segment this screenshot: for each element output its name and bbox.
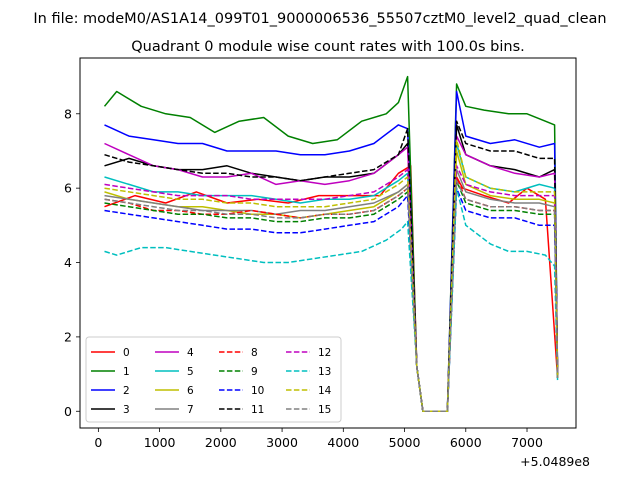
legend-box xyxy=(85,336,342,423)
y-axis: 0 2 4 6 8 xyxy=(64,106,80,419)
legend-label-14: 14 xyxy=(318,385,332,397)
series-line-14 xyxy=(104,139,559,413)
y-tick-label: 0 xyxy=(64,404,72,419)
legend-label-4: 4 xyxy=(187,347,194,359)
x-tick-label: 2000 xyxy=(205,435,237,450)
x-tick-label: 5000 xyxy=(389,435,421,450)
plot-area: 0 1000 2000 3000 4000 5000 6000 7000 0 2 4 6 8 xyxy=(64,57,577,450)
series-line-0 xyxy=(104,165,559,413)
legend-label-7: 7 xyxy=(187,404,194,416)
x-axis: 0 1000 2000 3000 4000 5000 6000 7000 xyxy=(94,428,543,450)
series-line-13 xyxy=(104,187,559,413)
x-tick-label: 0 xyxy=(94,435,102,450)
series-line-12 xyxy=(104,165,559,413)
x-tick-label: 1000 xyxy=(144,435,176,450)
legend-label-8: 8 xyxy=(251,347,258,359)
series-line-10 xyxy=(104,187,559,413)
legend-label-15: 15 xyxy=(318,404,331,416)
series-line-9 xyxy=(104,179,559,413)
legend-label-2: 2 xyxy=(123,385,130,397)
legend-label-6: 6 xyxy=(187,385,194,397)
legend-label-13: 13 xyxy=(318,366,331,378)
x-tick-label: 3000 xyxy=(266,435,298,450)
series-line-6 xyxy=(104,150,559,413)
series-line-2 xyxy=(104,90,559,413)
y-tick-label: 6 xyxy=(64,181,72,196)
legend-label-5: 5 xyxy=(187,366,194,378)
series-line-15 xyxy=(104,179,559,413)
legend-label-3: 3 xyxy=(123,404,130,416)
x-tick-label: 7000 xyxy=(511,435,543,450)
series-line-11 xyxy=(104,120,559,413)
series-layer xyxy=(103,75,559,413)
chart-title: Quadrant 0 module wise count rates with … xyxy=(131,39,525,55)
legend-label-9: 9 xyxy=(251,366,258,378)
x-tick-label: 4000 xyxy=(327,435,359,450)
x-offset-label: +5.0489e8 xyxy=(520,454,590,469)
plot-frame xyxy=(79,57,577,429)
legend-label-0: 0 xyxy=(123,347,130,359)
series-line-4 xyxy=(104,135,559,413)
series-line-1 xyxy=(103,75,559,413)
series-line-7 xyxy=(104,168,559,413)
legend-label-11: 11 xyxy=(251,404,264,416)
y-tick-label: 4 xyxy=(64,255,72,270)
legend-label-10: 10 xyxy=(251,385,264,397)
x-tick-label: 6000 xyxy=(450,435,482,450)
y-tick-label: 8 xyxy=(64,106,72,121)
legend-label-12: 12 xyxy=(318,347,331,359)
y-tick-label: 2 xyxy=(64,329,72,344)
legend-label-1: 1 xyxy=(123,366,130,378)
figure-suptitle: In file: modeM0/AS1A14_099T01_9000006536… xyxy=(33,11,606,27)
